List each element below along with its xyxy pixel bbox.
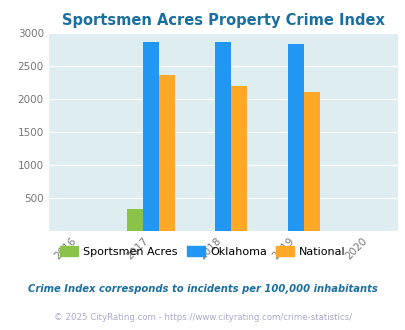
Bar [287,44,303,231]
Bar [231,86,247,231]
Legend: Sportsmen Acres, Oklahoma, National: Sportsmen Acres, Oklahoma, National [55,242,350,261]
Text: © 2025 CityRating.com - https://www.cityrating.com/crime-statistics/: © 2025 CityRating.com - https://www.city… [54,313,351,322]
Bar [158,75,174,231]
Text: Crime Index corresponds to incidents per 100,000 inhabitants: Crime Index corresponds to incidents per… [28,284,377,294]
Bar [215,42,231,231]
Bar [126,209,142,231]
Bar [142,42,158,231]
Title: Sportsmen Acres Property Crime Index: Sportsmen Acres Property Crime Index [62,13,384,28]
Bar [303,92,319,231]
